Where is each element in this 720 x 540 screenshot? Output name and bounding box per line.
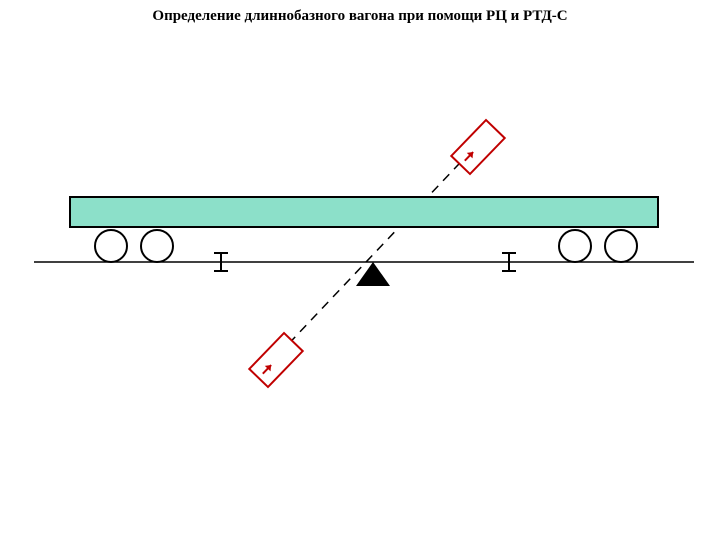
diagram-canvas [0,0,720,540]
